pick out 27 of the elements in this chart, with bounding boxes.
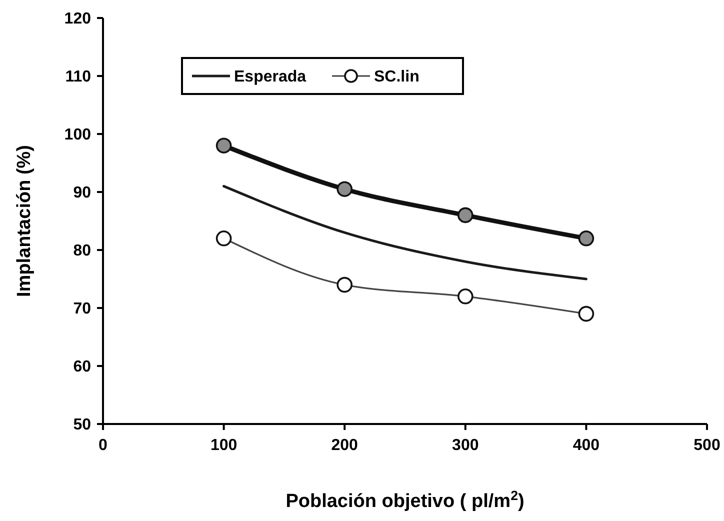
point: [578, 306, 594, 322]
x-tick-label: 200: [331, 437, 358, 454]
x-tick-label: 500: [694, 437, 720, 454]
y-tick-label: 60: [73, 358, 92, 376]
y-tick-label: 110: [65, 68, 92, 86]
point: [578, 230, 594, 246]
point: [336, 276, 352, 293]
legend-label: SC.lin: [374, 68, 420, 86]
y-tick-label: 120: [64, 10, 92, 28]
y-tick-label: 50: [73, 416, 92, 434]
y-tick-label: 90: [73, 184, 92, 202]
legend-label: Esperada: [234, 68, 306, 86]
y-tick-label: 70: [73, 300, 92, 318]
point: [458, 288, 474, 304]
point: [216, 230, 232, 246]
y-axis-title: Implantación (%): [14, 144, 35, 298]
x-tick-label: 400: [572, 437, 600, 454]
x-tick-label: 300: [452, 437, 479, 454]
point: [216, 138, 232, 154]
point: [336, 181, 352, 197]
line-series: [222, 184, 588, 280]
point: [458, 207, 474, 224]
x-tick-label: 0: [98, 437, 108, 454]
x-axis-title: Población objetivo ( pl/m$^{2}$): [286, 488, 524, 512]
x-tick-label: 100: [210, 437, 238, 454]
y-tick-label: 80: [73, 242, 92, 260]
y-tick-label: 100: [64, 126, 92, 144]
